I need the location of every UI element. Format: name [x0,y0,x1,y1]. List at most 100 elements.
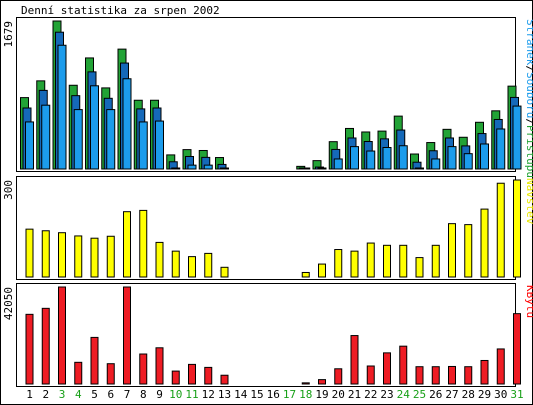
x-tick-label-day-23: 23 [380,388,393,401]
bar-hits-Stránek-day-27 [447,146,457,170]
x-tick-label-day-11: 11 [185,388,198,401]
side-label-part-hits-2: Souborů [524,72,533,118]
bar-kbytes-KBytů-day-3 [58,286,66,385]
bar-hits-Stránek-day-6 [106,109,116,170]
x-tick-label-day-18: 18 [299,388,312,401]
x-tick-label-day-8: 8 [140,388,147,401]
x-tick-label-day-22: 22 [364,388,377,401]
x-tick-label-day-12: 12 [202,388,215,401]
x-tick-label-day-9: 9 [156,388,163,401]
bar-kbytes-KBytů-day-11 [188,363,196,385]
bar-visits-Návštěv-day-5 [90,237,99,278]
x-tick-label-day-28: 28 [462,388,475,401]
x-tick-label-day-21: 21 [348,388,361,401]
bar-hits-Stránek-day-22 [366,150,376,170]
bar-hits-Stránek-day-31 [512,105,522,170]
side-label-hits: Stránek/Souborů/Přístupů [524,19,533,178]
bar-visits-Návštěv-day-28 [464,224,473,278]
bar-hits-Stránek-day-11 [187,164,197,170]
x-tick-label-day-30: 30 [494,388,507,401]
bar-hits-Stránek-day-5 [90,85,99,170]
side-label-visits: Návštěv [524,178,533,225]
x-tick-label-day-14: 14 [234,388,248,401]
x-tick-label-day-27: 27 [445,388,458,401]
bar-visits-Návštěv-day-1 [25,228,34,278]
bar-hits-Stránek-day-20 [333,158,343,170]
bar-hits-Stránek-day-13 [220,167,229,170]
chart-title: Denní statistika za srpen 2002 [21,4,220,17]
x-tick-label-day-20: 20 [332,388,345,401]
side-label-part-kbytes-0: KBytů [524,285,533,318]
side-label-part-hits-1: / [524,65,533,72]
bar-hits-Stránek-day-23 [382,147,392,170]
x-tick-label-day-2: 2 [42,388,49,401]
x-tick-label-day-15: 15 [250,388,263,401]
bar-visits-Návštěv-day-26 [431,244,440,278]
bar-visits-Návštěv-day-18 [301,271,310,278]
x-tick-label-day-26: 26 [429,388,442,401]
bar-hits-Stránek-day-24 [398,145,408,170]
x-tick-label-day-13: 13 [218,388,231,401]
bar-hits-Stránek-day-7 [122,78,132,170]
bar-kbytes-KBytů-day-5 [90,336,99,385]
bar-kbytes-KBytů-day-1 [25,313,34,385]
x-tick-label-day-4: 4 [75,388,82,401]
x-tick-label-day-19: 19 [315,388,328,401]
bar-visits-Návštěv-day-31 [513,179,521,278]
bar-visits-Návštěv-day-3 [58,232,66,278]
x-tick-label-day-5: 5 [91,388,98,401]
bar-kbytes-KBytů-day-25 [415,366,424,385]
side-label-part-hits-3: / [524,118,533,125]
bar-visits-Návštěv-day-4 [74,235,83,278]
bar-kbytes-KBytů-day-6 [106,363,115,385]
bar-kbytes-KBytů-day-13 [220,374,229,385]
bar-kbytes-KBytů-day-8 [139,353,148,385]
bar-visits-Návštěv-day-7 [123,211,131,278]
x-tick-label-day-10: 10 [169,388,182,401]
side-label-part-visits-0: Návštěv [524,178,533,225]
ymax-label-hits: 1679 [2,21,15,48]
side-label-part-hits-0: Stránek [524,19,533,66]
bar-hits-Stránek-day-21 [350,146,359,170]
bar-visits-Návštěv-day-19 [318,263,326,278]
x-tick-label-day-16: 16 [267,388,280,401]
bar-visits-Návštěv-day-25 [415,257,424,278]
bar-kbytes-KBytů-day-22 [366,365,375,385]
x-tick-label-day-3: 3 [59,388,66,401]
bar-visits-Návštěv-day-12 [204,252,213,278]
bar-kbytes-KBytů-day-9 [155,347,164,385]
bar-hits-Stránek-day-3 [57,44,67,170]
bar-kbytes-KBytů-day-30 [496,348,505,385]
bar-kbytes-KBytů-day-20 [334,368,343,385]
bar-hits-Stránek-day-19 [317,167,327,170]
side-label-part-hits-4: Přístupů [524,125,533,178]
bar-hits-Stránek-day-25 [415,167,424,170]
bar-kbytes-KBytů-day-10 [171,370,180,385]
bar-hits-Stránek-day-2 [41,104,51,170]
bar-kbytes-KBytů-day-27 [448,365,456,385]
bar-visits-Návštěv-day-9 [155,241,164,278]
bar-hits-Stránek-day-8 [138,121,148,170]
bar-visits-Návštěv-day-8 [139,209,148,278]
bar-visits-Návštěv-day-24 [399,244,408,278]
bar-hits-Stránek-day-29 [480,143,489,170]
x-tick-label-day-29: 29 [478,388,491,401]
bar-visits-Návštěv-day-27 [448,223,456,278]
bar-kbytes-KBytů-day-12 [204,366,213,385]
bar-kbytes-KBytů-day-31 [513,313,521,385]
panel-kbytes: 42050 KBytů [2,283,533,387]
bar-visits-Návštěv-day-30 [496,182,505,278]
bar-hits-Stránek-day-1 [25,121,34,170]
x-tick-label-day-24: 24 [397,388,411,401]
bar-visits-Návštěv-day-21 [350,250,359,278]
bar-visits-Návštěv-day-22 [366,242,375,278]
bar-visits-Návštěv-day-29 [480,208,489,278]
bar-kbytes-KBytů-day-28 [464,366,473,385]
x-tick-label-day-1: 1 [26,388,33,401]
bar-visits-Návštěv-day-11 [188,256,196,278]
bar-visits-Návštěv-day-10 [171,250,180,278]
x-tick-label-day-7: 7 [124,388,131,401]
x-tick-label-day-6: 6 [107,388,114,401]
